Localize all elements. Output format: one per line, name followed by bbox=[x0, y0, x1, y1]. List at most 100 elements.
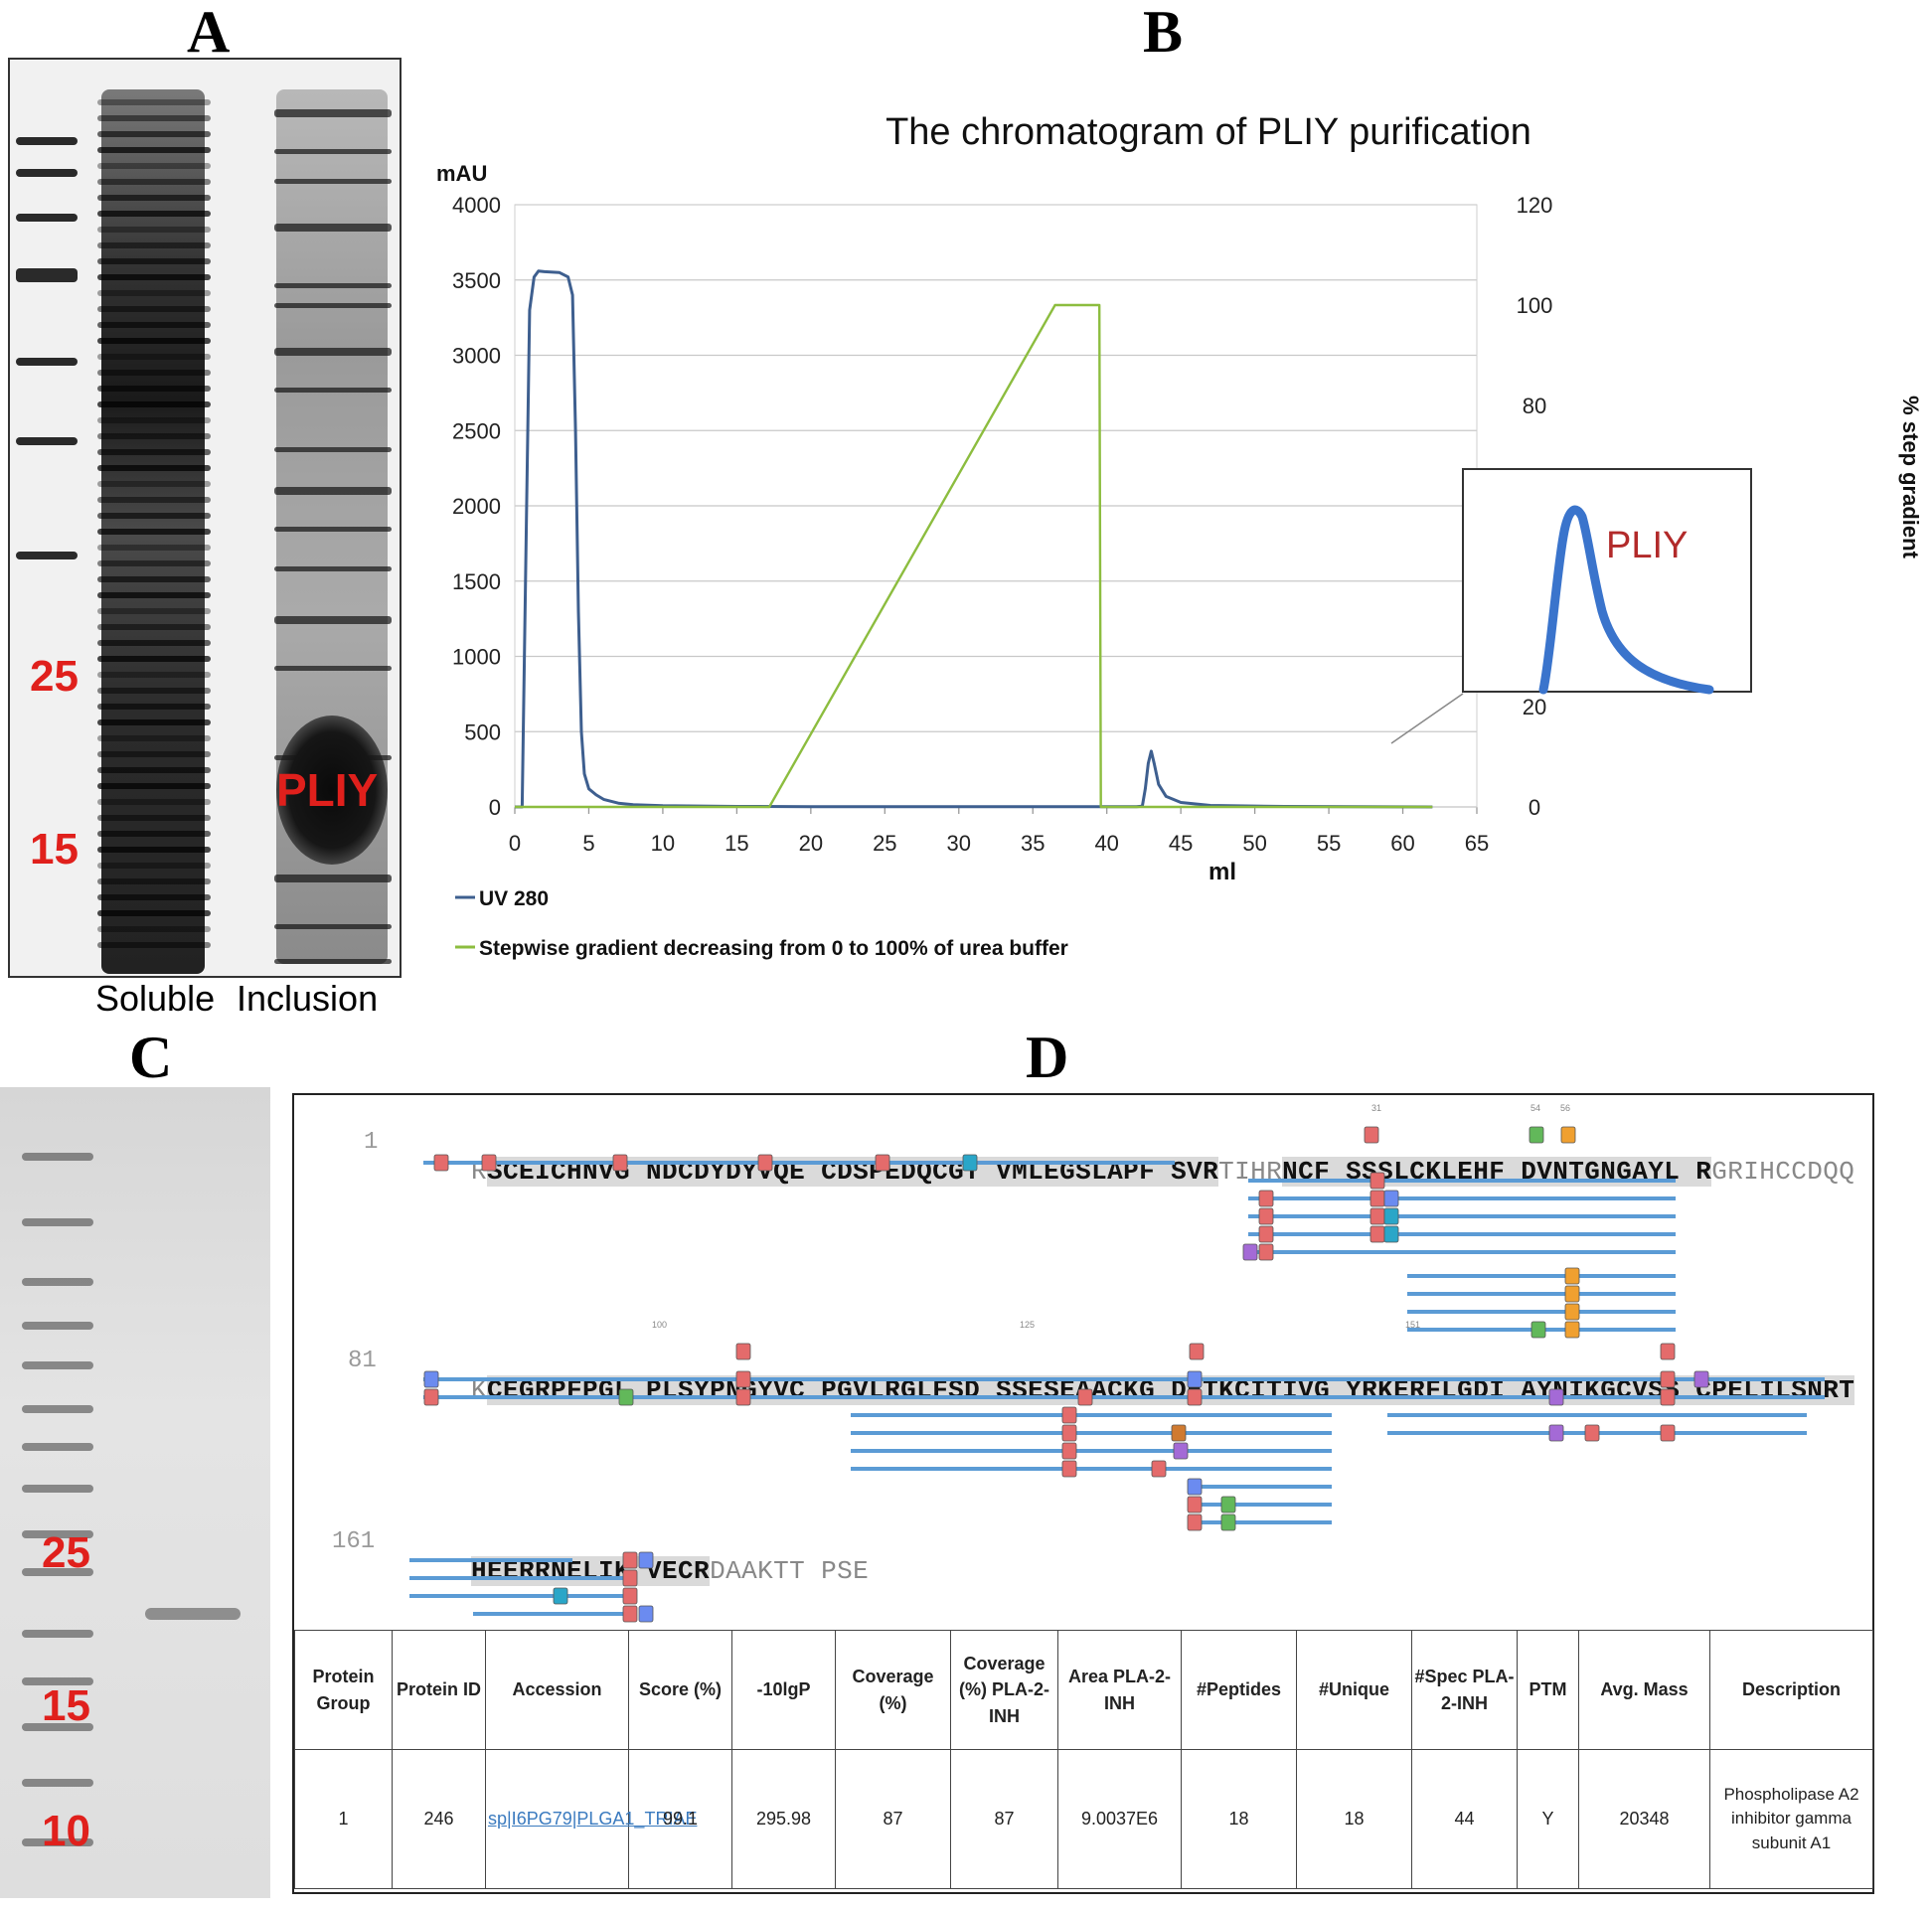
mod-marker-9 bbox=[1258, 1225, 1274, 1243]
pliy-inset: PLIY bbox=[1390, 468, 1752, 744]
inclusion-band-3 bbox=[274, 224, 392, 232]
blot-ladder-band-15 bbox=[22, 1838, 93, 1846]
pos-mark-100-text: 100 bbox=[652, 1320, 668, 1330]
soluble-band-7 bbox=[97, 211, 211, 217]
soluble-band-18 bbox=[97, 386, 211, 392]
cell-description: Phospholipase A2 inhibitor gamma subunit… bbox=[1709, 1749, 1873, 1889]
cell-spec-pla: 44 bbox=[1411, 1749, 1518, 1889]
soluble-band-16 bbox=[97, 354, 211, 360]
xtick-15: 15 bbox=[724, 831, 748, 856]
soluble-band-31 bbox=[97, 592, 211, 598]
inclusion-band-5 bbox=[274, 303, 392, 308]
soluble-band-45 bbox=[97, 815, 211, 821]
soluble-band-11 bbox=[97, 274, 211, 280]
soluble-band-14 bbox=[97, 322, 211, 328]
mod-marker-13 bbox=[1369, 1190, 1385, 1207]
soluble-band-37 bbox=[97, 688, 211, 694]
inclusion-band-16 bbox=[274, 924, 392, 929]
mod-marker-41 bbox=[1187, 1513, 1203, 1531]
soluble-band-13 bbox=[97, 306, 211, 312]
mod-marker-62 bbox=[1189, 1343, 1205, 1360]
panel-label-b: B bbox=[1143, 0, 1184, 65]
col-accession: Accession bbox=[485, 1630, 629, 1750]
col-spec-pla: #Spec PLA-2-INH bbox=[1411, 1630, 1518, 1750]
col-ptm: PTM bbox=[1517, 1630, 1579, 1750]
inclusion-band-0 bbox=[274, 109, 392, 117]
mod-marker-45 bbox=[1548, 1424, 1564, 1442]
mod-marker-5 bbox=[875, 1154, 890, 1172]
accession-link[interactable]: sp|I6PG79|PLGA1_TRIAE bbox=[488, 1809, 698, 1830]
soluble-band-40 bbox=[97, 735, 211, 741]
seq-row-161: HEERRNELIK VECRDAAKTT PSE bbox=[407, 1526, 869, 1616]
pos-mark-125-text: 125 bbox=[1020, 1320, 1036, 1330]
y2tick-80: 80 bbox=[1523, 394, 1546, 418]
cell-protein-id: 246 bbox=[392, 1749, 486, 1889]
col-coverage: Coverage (%) bbox=[835, 1630, 951, 1750]
soluble-band-30 bbox=[97, 576, 211, 582]
mod-marker-18 bbox=[1383, 1225, 1399, 1243]
inclusion-band-6 bbox=[274, 348, 392, 356]
mod-marker-53 bbox=[638, 1551, 654, 1569]
pos-mark-54-text: 54 bbox=[1530, 1103, 1541, 1113]
xtick-30: 30 bbox=[947, 831, 971, 856]
gel-c-image: 25 15 10 bbox=[0, 1087, 270, 1898]
series-lines bbox=[515, 269, 1433, 809]
pos-mark-54: 54 bbox=[1530, 1103, 1540, 1113]
ytick-3500: 3500 bbox=[452, 268, 501, 293]
col-score: Score (%) bbox=[628, 1630, 732, 1750]
cell-protein-group: 1 bbox=[294, 1749, 393, 1889]
blot-ladder-band-9 bbox=[22, 1530, 93, 1538]
blot-ladder-band-8 bbox=[22, 1485, 93, 1493]
mod-marker-61 bbox=[735, 1343, 751, 1360]
soluble-band-42 bbox=[97, 767, 211, 773]
soluble-band-2 bbox=[97, 131, 211, 137]
soluble-band-47 bbox=[97, 847, 211, 853]
soluble-band-26 bbox=[97, 513, 211, 519]
soluble-band-23 bbox=[97, 465, 211, 471]
soluble-band-5 bbox=[97, 179, 211, 185]
series-uv280-line bbox=[515, 269, 1433, 809]
cell-10lgp: 295.98 bbox=[731, 1749, 836, 1889]
inclusion-band-13 bbox=[274, 666, 392, 671]
gel-a-marker-25: 25 bbox=[30, 652, 79, 701]
panel-label-c: C bbox=[129, 1025, 173, 1090]
pliy-band-blob bbox=[276, 716, 388, 865]
soluble-band-12 bbox=[97, 290, 211, 296]
legend-label-uv: UV 280 bbox=[479, 887, 549, 910]
mod-marker-17 bbox=[1369, 1225, 1385, 1243]
mod-marker-4 bbox=[757, 1154, 773, 1172]
y2tick-100: 100 bbox=[1517, 293, 1553, 318]
soluble-band-33 bbox=[97, 624, 211, 630]
mod-marker-49 bbox=[1660, 1388, 1676, 1406]
soluble-band-28 bbox=[97, 545, 211, 551]
pos-mark-56-text: 56 bbox=[1560, 1103, 1571, 1113]
ladder-band-1 bbox=[16, 137, 78, 145]
xtick-40: 40 bbox=[1094, 831, 1118, 856]
ytick-0: 0 bbox=[489, 795, 501, 820]
y-axis-label: mAU bbox=[436, 161, 487, 186]
xtick-35: 35 bbox=[1021, 831, 1045, 856]
mod-marker-33 bbox=[1077, 1388, 1093, 1406]
soluble-band-9 bbox=[97, 242, 211, 248]
mod-marker-21 bbox=[1564, 1303, 1580, 1321]
inclusion-band-15 bbox=[274, 875, 392, 882]
inclusion-band-2 bbox=[274, 179, 392, 184]
blot-ladder-band-13 bbox=[22, 1723, 93, 1731]
blot-ladder-band-2 bbox=[22, 1218, 93, 1226]
gel-c-marker-10: 10 bbox=[42, 1807, 90, 1855]
mod-marker-28 bbox=[735, 1388, 751, 1406]
mod-marker-31 bbox=[1061, 1442, 1077, 1460]
blot-ladder-band-12 bbox=[22, 1677, 93, 1685]
inclusion-band-11 bbox=[274, 566, 392, 571]
mod-marker-44 bbox=[1548, 1388, 1564, 1406]
soluble-band-6 bbox=[97, 195, 211, 201]
legend: UV 280 Stepwise gradient decreasing from… bbox=[455, 887, 1068, 960]
soluble-band-15 bbox=[97, 338, 211, 344]
mod-marker-14 bbox=[1383, 1190, 1399, 1207]
mod-marker-24 bbox=[423, 1370, 439, 1388]
col-avg-mass: Avg. Mass bbox=[1578, 1630, 1710, 1750]
mod-marker-11 bbox=[1258, 1243, 1274, 1261]
inset-box bbox=[1462, 468, 1752, 693]
mod-marker-40 bbox=[1187, 1496, 1203, 1513]
col-area-pla: Area PLA-2-INH bbox=[1057, 1630, 1182, 1750]
